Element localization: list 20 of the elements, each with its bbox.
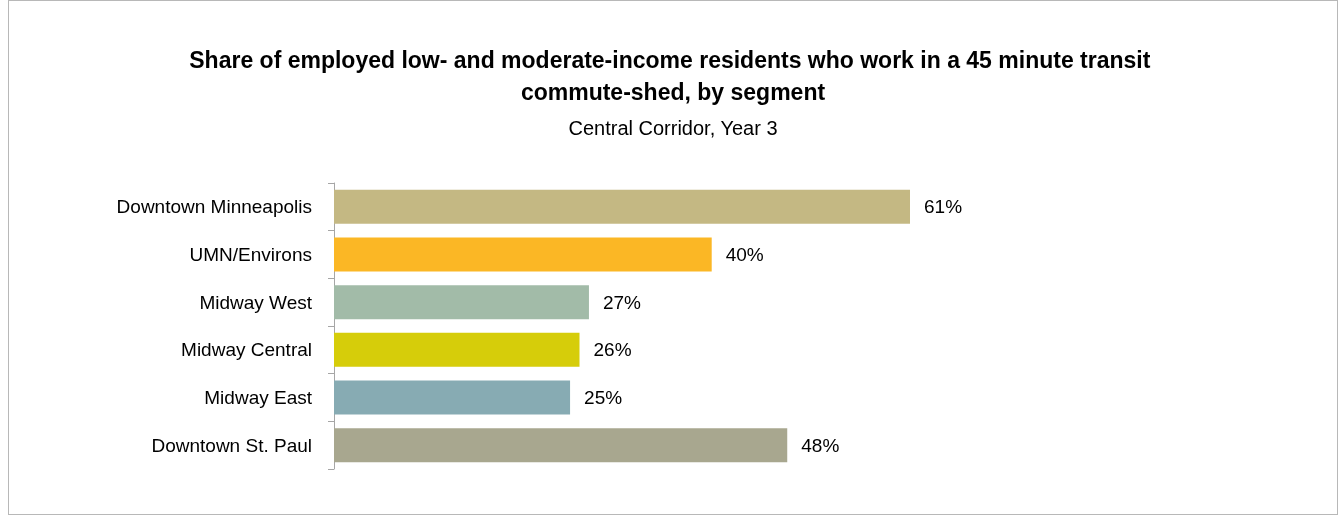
y-tick-label: Downtown Minneapolis xyxy=(116,196,312,218)
y-tick-label: Midway West xyxy=(199,291,313,313)
chart-title: Share of employed low- and moderate-income residents who work in a 45 minute transit commute-shed, by segment xyxy=(189,47,1157,105)
data-label: 26% xyxy=(593,339,632,361)
bar xyxy=(334,189,910,224)
bar xyxy=(334,380,571,415)
chart-subtitle: Central Corridor, Year 3 xyxy=(568,117,778,139)
data-label: 40% xyxy=(725,244,764,265)
y-tick-label: Midway Central xyxy=(181,339,312,361)
y-tick-label: Midway East xyxy=(204,387,313,408)
y-tick-label: UMN/Environs xyxy=(189,244,312,265)
data-label: 25% xyxy=(584,387,623,408)
y-tick-label: Downtown St. Paul xyxy=(151,434,312,456)
bar xyxy=(334,237,712,272)
data-label: 27% xyxy=(602,291,642,313)
bar xyxy=(334,285,589,320)
data-label: 61% xyxy=(924,196,963,218)
bar xyxy=(334,332,580,367)
data-label: 48% xyxy=(801,434,840,456)
bar xyxy=(334,428,788,463)
